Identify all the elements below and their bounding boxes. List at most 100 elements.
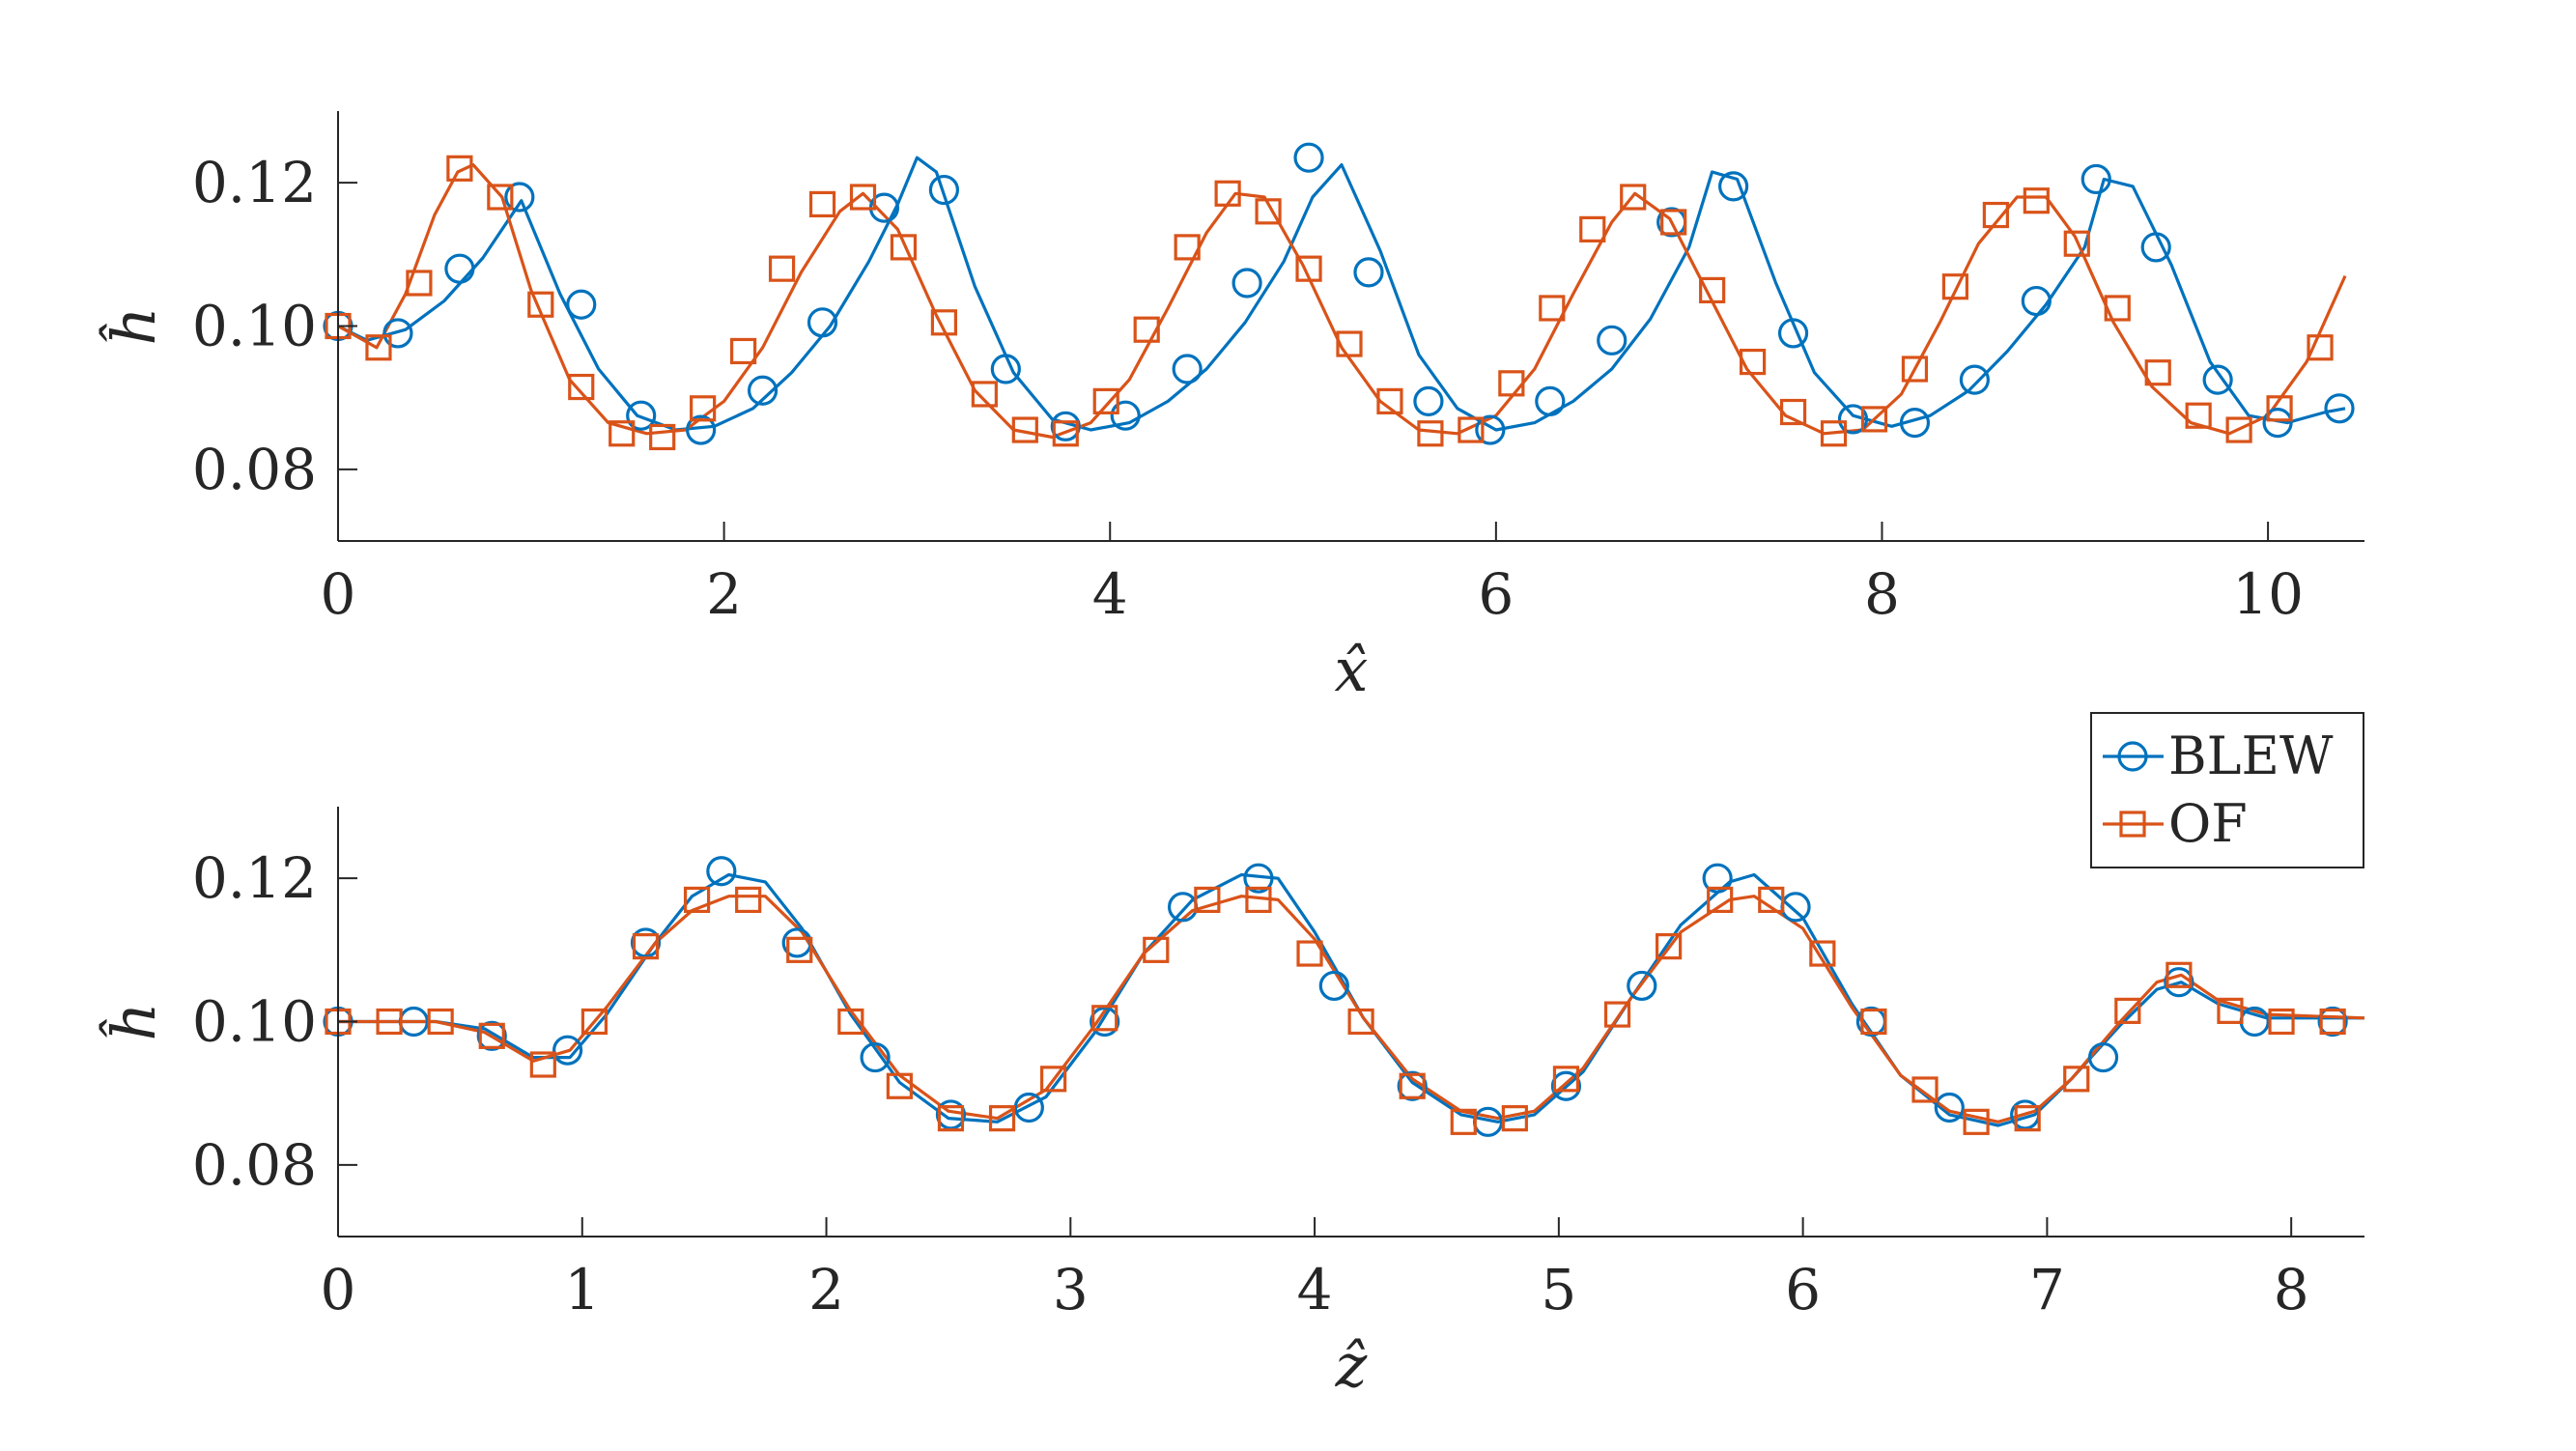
top-marker-of bbox=[1295, 255, 1322, 282]
top-marker-blew bbox=[807, 307, 838, 338]
bottom-marker-blew bbox=[1550, 1070, 1582, 1101]
top-marker-blew bbox=[1413, 385, 1444, 416]
bottom-marker-blew bbox=[1780, 892, 1811, 923]
bottom-marker-of bbox=[478, 1022, 505, 1049]
top-xtick-label: 0 bbox=[321, 561, 356, 627]
legend-label-blew: BLEW bbox=[2168, 726, 2334, 786]
bottom-xtick-label: 2 bbox=[808, 1257, 844, 1323]
top-xtick-label: 2 bbox=[706, 561, 742, 627]
top-marker-of bbox=[2063, 230, 2090, 257]
bottom-marker-of bbox=[1707, 886, 1734, 914]
top-xtick-label: 8 bbox=[1864, 561, 1900, 627]
bottom-marker-blew bbox=[935, 1099, 967, 1130]
legend-marker-of bbox=[2119, 811, 2146, 838]
top-marker-of bbox=[1982, 201, 2009, 229]
top-marker-blew bbox=[504, 182, 535, 213]
top-marker-of bbox=[2104, 295, 2131, 322]
bottom-marker-of bbox=[1245, 886, 1272, 914]
top-marker-of bbox=[2307, 334, 2334, 361]
bottom-marker-of bbox=[2014, 1105, 2041, 1132]
top-marker-of bbox=[1779, 398, 1807, 426]
top-marker-of bbox=[1092, 387, 1119, 414]
top-marker-of bbox=[1174, 234, 1201, 261]
top-marker-of bbox=[609, 420, 636, 447]
top-marker-blew bbox=[2262, 408, 2293, 439]
bottom-marker-of bbox=[786, 936, 813, 963]
bottom-ytick-label: 0.12 bbox=[192, 845, 317, 911]
bottom-marker-of bbox=[1399, 1072, 1426, 1099]
bottom-marker-of bbox=[1860, 1008, 1887, 1036]
bottom-xtick-label: 7 bbox=[2029, 1257, 2065, 1323]
top-marker-blew bbox=[1353, 257, 1384, 288]
bottom-ylabel: ĥ bbox=[99, 1003, 169, 1041]
bottom-marker-blew bbox=[1167, 892, 1199, 923]
top-xtick-label: 4 bbox=[1092, 561, 1128, 627]
top-ytick-label: 0.08 bbox=[192, 437, 317, 502]
top-marker-of bbox=[1011, 416, 1038, 443]
bottom-ytick-label: 0.08 bbox=[192, 1132, 317, 1198]
bottom-xtick-label: 1 bbox=[564, 1257, 600, 1323]
top-marker-blew bbox=[1837, 404, 1869, 435]
bottom-marker-blew bbox=[2317, 1006, 2348, 1038]
top-marker-blew bbox=[2081, 163, 2111, 195]
bottom-marker-blew bbox=[1627, 970, 1657, 1002]
top-ylabel: ĥ bbox=[99, 307, 169, 346]
bottom-marker-blew bbox=[1702, 863, 1733, 894]
legend-entry-of: OF bbox=[2103, 793, 2248, 854]
top-marker-blew bbox=[382, 318, 413, 349]
top-marker-blew bbox=[1959, 364, 1990, 395]
top-marker-of bbox=[2144, 359, 2171, 386]
bottom-marker-blew bbox=[1013, 1092, 1044, 1124]
top-marker-of bbox=[890, 234, 918, 261]
bottom-marker-of bbox=[580, 1008, 609, 1036]
legend-entry-blew: BLEW bbox=[2103, 726, 2334, 786]
top-marker-of bbox=[1620, 184, 1647, 211]
top-curve-of bbox=[337, 163, 2347, 440]
bottom-marker-of bbox=[1963, 1108, 1990, 1135]
bottom-marker-of bbox=[1911, 1076, 1939, 1103]
top-xtick-label: 10 bbox=[2232, 561, 2304, 627]
bottom-curve-of bbox=[338, 895, 2365, 1124]
top-marker-of bbox=[1376, 387, 1403, 414]
bottom-xtick-label: 4 bbox=[1297, 1257, 1333, 1323]
top-marker-of bbox=[2185, 402, 2212, 429]
bottom-marker-blew bbox=[476, 1020, 507, 1051]
bottom-marker-of bbox=[376, 1008, 403, 1036]
bottom-marker-blew bbox=[706, 856, 737, 887]
top-marker-blew bbox=[1231, 268, 1262, 299]
top-marker-blew bbox=[1597, 325, 1628, 356]
bottom-marker-of bbox=[2268, 1008, 2295, 1036]
top-marker-of bbox=[1660, 209, 1687, 236]
bottom-marker-blew bbox=[1090, 1006, 1120, 1038]
bottom-marker-of bbox=[1501, 1105, 1528, 1132]
top-marker-blew bbox=[928, 174, 960, 206]
top-marker-of bbox=[527, 291, 554, 318]
top-xtick-label: 6 bbox=[1478, 561, 1514, 627]
top-marker-blew bbox=[1110, 400, 1141, 431]
top-marker-of bbox=[446, 155, 473, 182]
bottom-marker-of bbox=[1296, 940, 1323, 967]
bottom-marker-of bbox=[1091, 1005, 1118, 1032]
top-axes: 0 2 4 6 8 10 0.08 0.10 0.12 bbox=[192, 111, 2364, 627]
top-marker-blew bbox=[1475, 414, 1506, 445]
bottom-marker-of bbox=[2166, 961, 2193, 988]
bottom-marker-blew bbox=[2164, 967, 2194, 998]
top-marker-blew bbox=[1293, 142, 1324, 173]
top-marker-of bbox=[1740, 348, 1767, 376]
top-marker-of bbox=[808, 190, 836, 218]
top-marker-of bbox=[1133, 316, 1160, 343]
top-marker-of bbox=[729, 337, 757, 365]
bottom-xtick-label: 6 bbox=[1785, 1257, 1821, 1323]
bottom-marker-of bbox=[735, 886, 762, 914]
bottom-marker-of bbox=[2319, 1008, 2346, 1036]
top-marker-of bbox=[1699, 276, 1726, 304]
top-marker-blew bbox=[444, 253, 475, 284]
top-marker-blew bbox=[566, 289, 597, 320]
legend-box bbox=[2090, 712, 2364, 868]
bottom-plot-area bbox=[323, 856, 2365, 1137]
top-marker-of bbox=[1860, 406, 1888, 433]
bottom-marker-of bbox=[1603, 1001, 1631, 1028]
top-marker-of bbox=[971, 381, 998, 408]
top-marker-of bbox=[2266, 395, 2293, 422]
top-marker-blew bbox=[1172, 354, 1203, 384]
